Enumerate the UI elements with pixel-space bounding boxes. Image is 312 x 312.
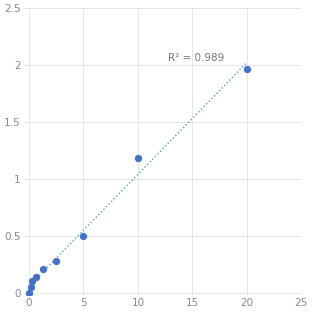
Point xyxy=(27,290,32,295)
Point xyxy=(81,234,86,239)
Point xyxy=(33,274,38,279)
Text: R² = 0.989: R² = 0.989 xyxy=(168,53,225,63)
Point xyxy=(244,66,249,71)
Point xyxy=(30,278,35,283)
Point xyxy=(54,259,59,264)
Point xyxy=(135,156,140,161)
Point xyxy=(28,284,33,289)
Point xyxy=(40,266,45,271)
